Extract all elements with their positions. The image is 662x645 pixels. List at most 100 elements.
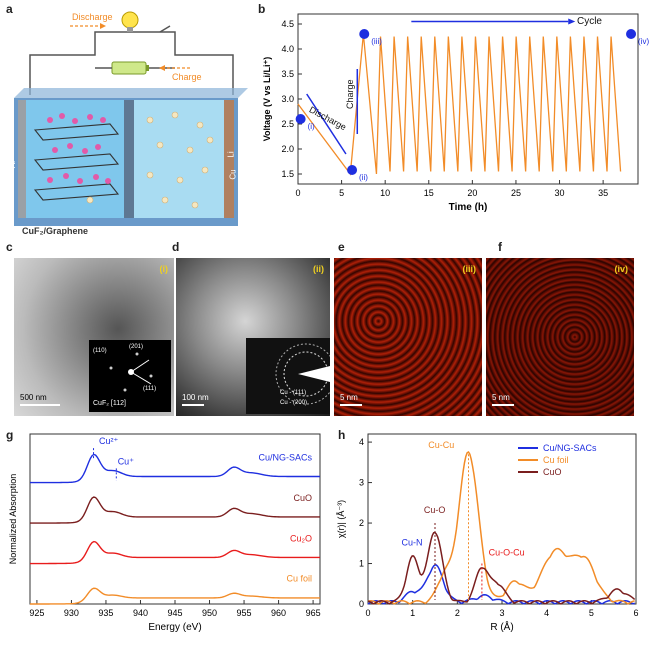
scalebar-c (20, 404, 60, 406)
x-axis-label: R (Å) (490, 620, 513, 633)
scalebar-e (340, 404, 362, 406)
saed-inset-c: (110) (201) (111) CuF₂ [112] (89, 340, 171, 412)
panel-label-a: a (6, 2, 13, 16)
panel-label-d: d (172, 240, 180, 254)
exafs-chart: 0 1 2 3 4 5 6 0 1 2 3 4 R (Å) χ(r)| (Å⁻³) Cu/NG-SACs Cu… (336, 433, 639, 633)
separator (124, 100, 134, 218)
state-marker-label: (i) (308, 122, 315, 131)
tag-ii: (ii) (313, 264, 324, 274)
x-axis-label: Time (h) (449, 202, 488, 213)
cycle-arrowhead (568, 18, 576, 25)
li-label: Li (226, 151, 236, 158)
scalebar-text-f: 5 nm (492, 393, 510, 402)
cu2-annotation: Cu²⁺ (99, 436, 119, 446)
y-axis-label: Normalized Absorption (8, 474, 18, 565)
x-tick-label: 945 (167, 608, 182, 618)
battery-schematic: Discharge Charge Al Li Cu CuF₂/Graphene (0, 0, 255, 240)
legend-label: Cu/NG-SACs (543, 443, 597, 453)
tag-iii: (iii) (462, 264, 477, 274)
x-tick-label: 35 (598, 188, 608, 198)
panel-label-e: e (338, 240, 345, 254)
x-tick-label: 20 (467, 188, 477, 198)
charge-label: Charge (172, 72, 202, 82)
x-tick-label: 30 (555, 188, 565, 198)
cu1-annotation: Cu⁺ (118, 456, 135, 466)
x-tick-label: 955 (237, 608, 252, 618)
x-tick-label: 10 (380, 188, 390, 198)
cu-cu-annotation: Cu-Cu (428, 440, 454, 450)
state-marker (359, 29, 370, 39)
voltage-chart: 0 5 10 15 20 25 30 35 1.5 2.0 2.5 3.0 3.5 4.0 4.5 Time … (262, 13, 649, 213)
state-marker-label: (iii) (371, 37, 382, 46)
panel-label-h: h (338, 428, 346, 442)
y-tick-label: 1 (359, 559, 364, 569)
x-tick-label: 925 (29, 608, 44, 618)
cu-o-cu-annotation: Cu-O-Cu (489, 547, 525, 557)
panel-label-c: c (6, 240, 13, 254)
y-tick-label: 4.0 (281, 44, 294, 54)
x-tick-label: 25 (511, 188, 521, 198)
stem-image-d: Cu - (111) Cu - (200) (ii) 100 nm (176, 258, 330, 416)
cu-label: Cu (228, 169, 238, 180)
ring-label-111: Cu - (111) (280, 390, 307, 396)
cu-o-annotation: Cu-O (424, 505, 446, 515)
y-tick-label: 2.0 (281, 144, 294, 154)
x-tick-label: 5 (589, 608, 594, 618)
x-tick-label: 15 (424, 188, 434, 198)
x-tick-label: 965 (306, 608, 321, 618)
discharge-label: Discharge (72, 12, 113, 22)
series-label: Cu foil (286, 574, 312, 584)
x-tick-label: 0 (365, 608, 370, 618)
x-tick-label: 2 (455, 608, 460, 618)
rdf-line (367, 531, 636, 605)
series-label: Cu/NG-SACs (258, 452, 312, 462)
y-tick-label: 4.5 (281, 19, 294, 29)
panel-label-g: g (6, 428, 14, 442)
discharge-arrow (306, 93, 347, 155)
scalebar-text-c: 500 nm (20, 393, 47, 402)
y-tick-label: 3.5 (281, 69, 294, 79)
x-tick-label: 6 (633, 608, 638, 618)
al-electrode (18, 100, 26, 218)
rdf-line (367, 564, 636, 605)
panel-label-b: b (258, 2, 266, 16)
y-tick-label: 2 (359, 518, 364, 528)
voltage-curve (297, 33, 622, 176)
series-label: CuO (293, 493, 312, 503)
x-tick-label: 1 (410, 608, 415, 618)
saed-label-201: (201) (129, 344, 144, 350)
scalebar-text-e: 5 nm (340, 393, 358, 402)
scalebar-d (182, 404, 204, 406)
y-tick-label: 3.0 (281, 94, 294, 104)
panel-label-f: f (498, 240, 502, 254)
spectrum-line (29, 587, 320, 605)
scalebar-text-d: 100 nm (182, 393, 209, 402)
tag-iv: (iv) (614, 264, 629, 274)
y-tick-label: 4 (359, 437, 364, 447)
rdf-line (367, 451, 635, 605)
x-axis-label: Energy (eV) (148, 622, 201, 633)
saed-inset-d: Cu - (111) Cu - (200) (246, 338, 330, 414)
x-tick-label: 4 (544, 608, 549, 618)
saed-label-110: (110) (93, 348, 107, 354)
spectrum-line (29, 540, 320, 565)
y-tick-label: 1.5 (281, 169, 294, 179)
x-tick-label: 960 (271, 608, 286, 618)
x-tick-label: 935 (98, 608, 113, 618)
state-marker-label: (ii) (359, 173, 368, 182)
state-marker (295, 114, 306, 124)
tag-i: (i) (159, 264, 169, 274)
li-cu-electrode (224, 100, 234, 218)
switch-icon (159, 25, 171, 33)
scalebar-f (492, 404, 514, 406)
state-marker-label: (iv) (638, 37, 649, 46)
legend-label: CuO (543, 467, 562, 477)
state-marker (347, 165, 358, 175)
x-tick-label: 3 (499, 608, 504, 618)
y-tick-label: 0 (359, 599, 364, 609)
x-tick-label: 5 (339, 188, 344, 198)
spectrum-line (29, 496, 320, 524)
battery-schematic-svg (14, 11, 248, 226)
x-tick-label: 950 (202, 608, 217, 618)
y-axis-label: χ(r)| (Å⁻³) (336, 500, 346, 538)
